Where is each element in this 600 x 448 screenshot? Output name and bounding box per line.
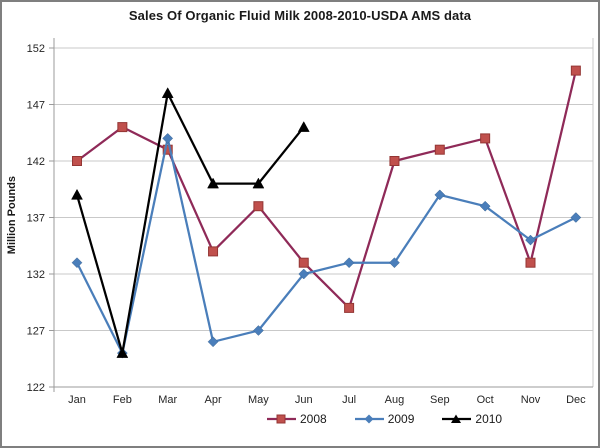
data-point-2009-Dec (570, 212, 582, 223)
x-tick-label-Aug: Aug (385, 394, 405, 406)
data-point-2010-Jun (297, 121, 310, 132)
data-point-2009-Jun (298, 268, 310, 280)
series-line-2009 (75, 138, 577, 357)
x-tick-label-Oct: Oct (477, 394, 494, 406)
legend-item-2009: 2009 (354, 412, 415, 426)
legend-marker-2009 (364, 414, 374, 424)
data-point-2009-Aug (389, 257, 400, 269)
y-tick-label-147: 147 (27, 100, 45, 112)
chart-title: Sales Of Organic Fluid Milk 2008-2010-US… (128, 8, 472, 23)
data-point-2010-Mar (161, 87, 174, 98)
legend-label-2008: 2008 (300, 412, 327, 426)
x-tick-label-Apr: Apr (204, 394, 221, 406)
x-tick-label-Jun: Jun (295, 394, 313, 406)
y-tick-label-122: 122 (27, 382, 45, 394)
x-tick-label-Jan: Jan (68, 394, 86, 406)
data-point-2008-Jul (344, 302, 355, 313)
x-tick-label-May: May (248, 394, 269, 406)
x-tick-label-Mar: Mar (158, 394, 177, 406)
x-tick-label-Feb: Feb (113, 394, 132, 406)
legend-item-2010: 2010 (442, 412, 502, 426)
x-tick-label-Jul: Jul (342, 394, 356, 406)
x-tick-label-Nov: Nov (521, 394, 541, 406)
legend-label-2009: 2009 (387, 412, 415, 426)
data-point-2009-Apr (207, 336, 219, 348)
data-point-2009-Jan (71, 257, 83, 269)
data-point-2008-Aug (389, 156, 400, 166)
data-point-2009-Sep (434, 189, 446, 201)
data-point-2008-Nov (525, 257, 536, 268)
legend-swatch-2010 (442, 414, 472, 423)
data-point-2008-Sep (434, 144, 445, 155)
x-tick-label-Sep: Sep (430, 394, 450, 406)
legend-marker-2010 (451, 414, 462, 423)
data-point-2008-Mar (162, 144, 173, 155)
legend-label-2010: 2010 (475, 412, 503, 426)
legend-swatch-2009 (354, 414, 384, 424)
legend-item-2008: 2008 (267, 412, 327, 426)
series-line-2010 (75, 89, 305, 354)
data-point-2010-Jan (71, 188, 83, 200)
data-point-2009-Jul (343, 257, 355, 269)
data-point-2008-Apr (208, 246, 219, 257)
data-point-2008-Oct (480, 133, 491, 144)
data-point-2009-Oct (479, 200, 491, 212)
data-point-2009-Nov (525, 234, 536, 246)
data-point-2008-Jan (72, 156, 82, 166)
x-tick-label-Dec: Dec (566, 394, 586, 406)
data-point-2008-Feb (117, 122, 128, 133)
data-point-2010-Apr (207, 177, 219, 189)
data-point-2009-May (253, 325, 264, 336)
data-point-2008-May (253, 201, 264, 212)
series-line-2008 (76, 70, 577, 311)
legend: 2008 2009 2010 (267, 412, 502, 426)
y-tick-label-142: 142 (27, 156, 45, 168)
y-tick-label-152: 152 (27, 43, 45, 55)
y-tick-label-127: 127 (27, 326, 45, 338)
data-point-2008-Dec (570, 65, 581, 76)
data-point-2009-Mar (162, 133, 174, 144)
data-point-2010-May (252, 177, 265, 189)
data-point-2008-Jun (298, 257, 309, 268)
legend-marker-2008 (276, 414, 286, 424)
data-point-2010-Feb (116, 347, 129, 358)
y-tick-label-132: 132 (27, 269, 45, 281)
legend-swatch-2008 (267, 414, 296, 424)
y-tick-label-137: 137 (27, 213, 45, 225)
